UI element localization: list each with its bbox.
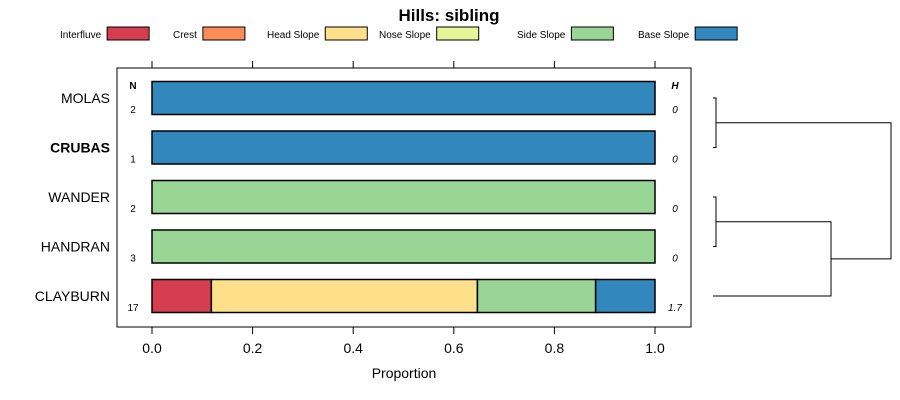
n-value: 3 bbox=[130, 254, 136, 265]
n-header: N bbox=[129, 81, 136, 92]
legend-swatch-base-slope bbox=[694, 26, 738, 41]
category-label-molas: MOLAS bbox=[61, 90, 110, 106]
legend-label-nose-slope: Nose Slope bbox=[379, 30, 431, 41]
legend-swatch-crest bbox=[202, 26, 246, 41]
n-value: 17 bbox=[127, 303, 139, 314]
h-value: 0 bbox=[672, 105, 678, 116]
bars bbox=[151, 80, 656, 314]
legend-swatch-interfluve bbox=[106, 26, 150, 41]
h-header: H bbox=[671, 81, 679, 92]
legend-swatch-nose-slope bbox=[436, 26, 480, 41]
dendrogram-branch-wander-handran bbox=[713, 196, 717, 247]
x-axis: 0.0 0.2 0.4 0.6 0.8 1.0 bbox=[142, 327, 665, 356]
x-tick-label: 0.0 bbox=[142, 340, 162, 356]
bar-segment-clayburn-side-slope bbox=[476, 278, 597, 314]
n-value: 2 bbox=[130, 204, 136, 215]
legend-label-crest: Crest bbox=[173, 30, 197, 41]
x-tick-label: 1.0 bbox=[645, 340, 665, 356]
bar-segment-clayburn-base-slope bbox=[594, 278, 656, 314]
bar-segment-molas-base-slope bbox=[151, 80, 656, 116]
bar-segment-clayburn-head-slope bbox=[210, 278, 479, 314]
h-value: 0 bbox=[672, 204, 678, 215]
dendrogram bbox=[713, 97, 892, 297]
legend-label-side-slope: Side Slope bbox=[517, 30, 566, 41]
bar-segment-wander-side-slope bbox=[151, 179, 656, 215]
legend-swatch-side-slope bbox=[570, 26, 614, 41]
bar-segment-crubas-base-slope bbox=[151, 130, 656, 165]
legend: Interfluve Crest Head Slope Nose Slope Side … bbox=[60, 26, 738, 41]
n-value: 1 bbox=[130, 155, 136, 166]
category-label-wander: WANDER bbox=[48, 189, 110, 205]
plot-frame bbox=[116, 67, 692, 328]
x-tick-label: 0.4 bbox=[343, 340, 363, 356]
bar-segment-handran-side-slope bbox=[151, 229, 656, 264]
top-ticks bbox=[151, 61, 656, 68]
n-value: 2 bbox=[130, 105, 136, 116]
category-label-handran: HANDRAN bbox=[41, 239, 110, 255]
x-tick-label: 0.6 bbox=[444, 340, 464, 356]
legend-swatch-head-slope bbox=[324, 26, 368, 41]
bar-segment-clayburn-interfluve bbox=[151, 278, 213, 314]
x-tick-label: 0.2 bbox=[243, 340, 263, 356]
h-value: 0 bbox=[672, 155, 678, 166]
category-label-crubas: CRUBAS bbox=[50, 140, 110, 156]
row-labels: MOLAS 2 0 CRUBAS 1 0 WANDER 2 0 HANDRAN 3 0 CLAYBURN… bbox=[35, 90, 683, 314]
x-tick-label: 0.8 bbox=[545, 340, 565, 356]
legend-label-interfluve: Interfluve bbox=[60, 30, 102, 41]
dendrogram-branch-molas-crubas bbox=[713, 97, 717, 148]
h-value: 0 bbox=[672, 254, 678, 265]
legend-label-base-slope: Base Slope bbox=[638, 30, 690, 41]
h-value: 1.7 bbox=[668, 303, 682, 314]
dendrogram-branch-root bbox=[716, 122, 892, 260]
dendrogram-branch-clayburn bbox=[713, 221, 832, 297]
category-label-clayburn: CLAYBURN bbox=[35, 288, 110, 304]
x-axis-title: Proportion bbox=[372, 365, 437, 381]
legend-label-head-slope: Head Slope bbox=[267, 30, 320, 41]
chart-title: Hills: sibling bbox=[398, 6, 499, 25]
